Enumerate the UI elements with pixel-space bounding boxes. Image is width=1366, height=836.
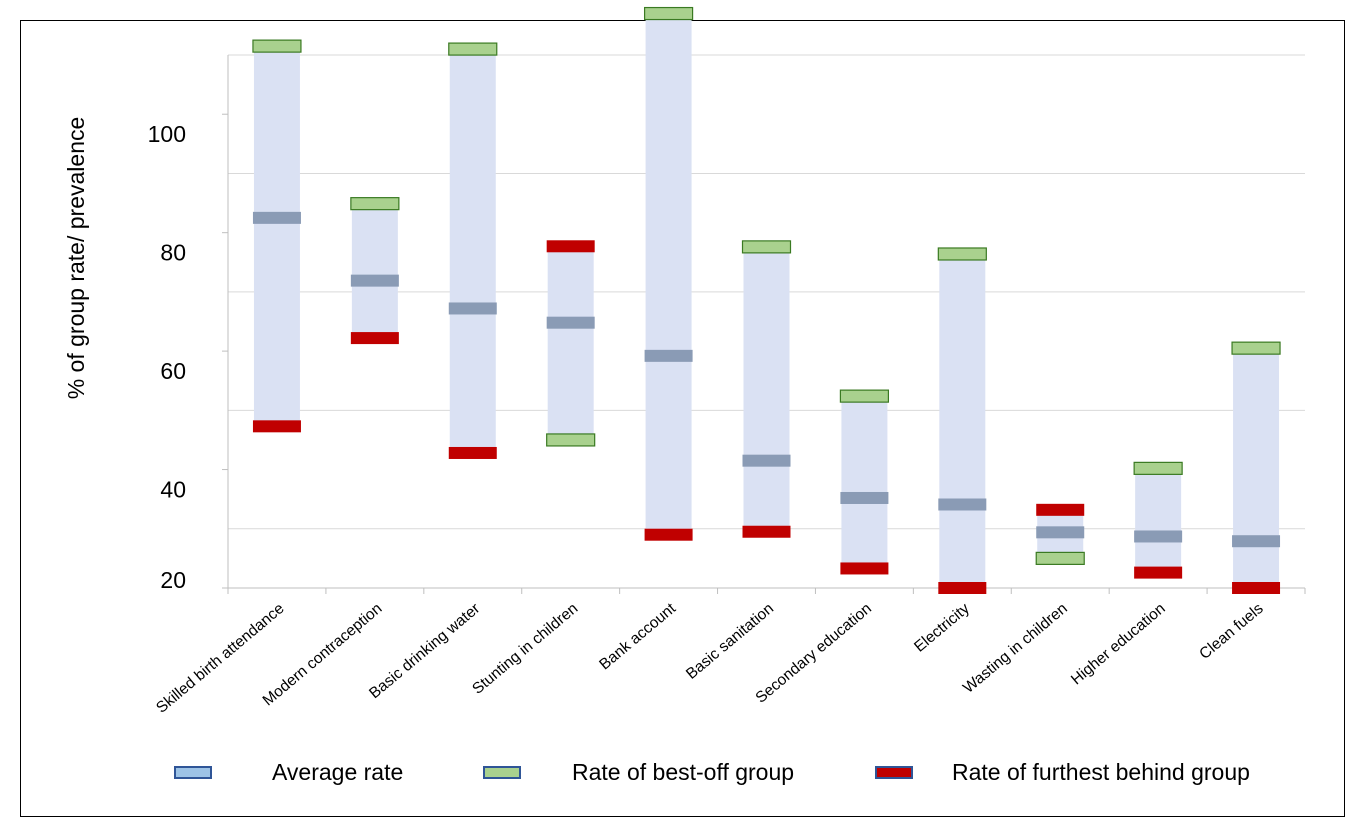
legend-label: Rate of furthest behind group <box>952 759 1250 785</box>
x-tick-label: Clean fuels <box>1196 600 1267 663</box>
range-bar <box>449 49 496 453</box>
average-mark <box>742 454 791 467</box>
range-bar <box>351 203 398 339</box>
average-mark <box>1232 535 1281 548</box>
furthest-behind-mark <box>252 420 301 433</box>
furthest-behind-mark <box>742 525 791 538</box>
legend: Average rate Rate of best-off group Rate o… <box>174 759 1250 785</box>
furthest-behind-mark <box>1232 582 1281 594</box>
x-tick-label: Bank account <box>596 600 679 674</box>
average-mark <box>350 274 399 287</box>
best-off-mark <box>252 39 302 53</box>
x-tick-label: Stunting in children <box>469 600 581 698</box>
x-tick-label: Higher education <box>1068 600 1169 688</box>
axes <box>222 55 1306 594</box>
average-mark <box>1036 526 1085 539</box>
best-off-mark <box>937 247 987 261</box>
best-off-mark <box>741 240 792 254</box>
y-tick-label: 100 <box>148 121 186 147</box>
range-bar <box>743 246 790 532</box>
average-mark <box>644 349 693 362</box>
legend-swatch <box>174 766 212 779</box>
y-tick-label: 60 <box>160 358 186 384</box>
best-off-mark <box>1133 461 1183 475</box>
best-off-mark <box>643 6 694 21</box>
furthest-behind-mark <box>448 446 497 459</box>
y-tick-label: 20 <box>160 567 186 593</box>
x-tick-label: Basic sanitation <box>683 600 777 683</box>
range-bars <box>253 13 1280 588</box>
y-tick-label: 80 <box>160 240 186 266</box>
legend-swatch <box>483 766 521 779</box>
furthest-behind-mark <box>644 528 693 541</box>
range-bar <box>645 13 692 535</box>
range-bar <box>939 253 986 588</box>
average-mark <box>1134 530 1183 543</box>
y-tick-labels: 20 40 60 80 100 <box>148 121 186 593</box>
average-mark <box>448 302 497 315</box>
best-off-mark <box>839 389 890 403</box>
average-mark <box>840 491 889 504</box>
best-off-mark <box>1231 341 1281 355</box>
furthest-behind-mark <box>1134 566 1183 579</box>
range-bar <box>547 246 594 440</box>
y-axis-label: % of group rate/ prevalence <box>63 117 89 400</box>
best-off-mark <box>1035 551 1085 565</box>
range-bar <box>841 396 888 569</box>
furthest-behind-mark <box>350 332 399 345</box>
furthest-behind-mark <box>840 562 889 575</box>
x-tick-label: Basic drinking water <box>366 600 483 702</box>
average-mark <box>546 316 595 329</box>
best-off-mark <box>350 197 400 211</box>
average-mark <box>252 211 301 224</box>
best-off-mark <box>546 433 596 447</box>
furthest-behind-mark <box>938 582 987 594</box>
furthest-behind-mark <box>546 240 595 253</box>
y-tick-label: 40 <box>160 477 186 503</box>
legend-label: Rate of best-off group <box>572 759 794 785</box>
x-tick-label: Electricity <box>911 600 973 656</box>
legend-label: Average rate <box>272 759 403 785</box>
furthest-behind-mark <box>1036 503 1085 516</box>
legend-swatch <box>875 766 913 779</box>
x-tick-label: Wasting in children <box>960 600 1071 697</box>
average-mark <box>938 498 987 511</box>
range-bar <box>1135 468 1182 573</box>
value-marks <box>252 6 1281 594</box>
range-bar <box>1233 348 1280 588</box>
range-bar <box>253 46 300 427</box>
best-off-mark <box>448 42 498 56</box>
